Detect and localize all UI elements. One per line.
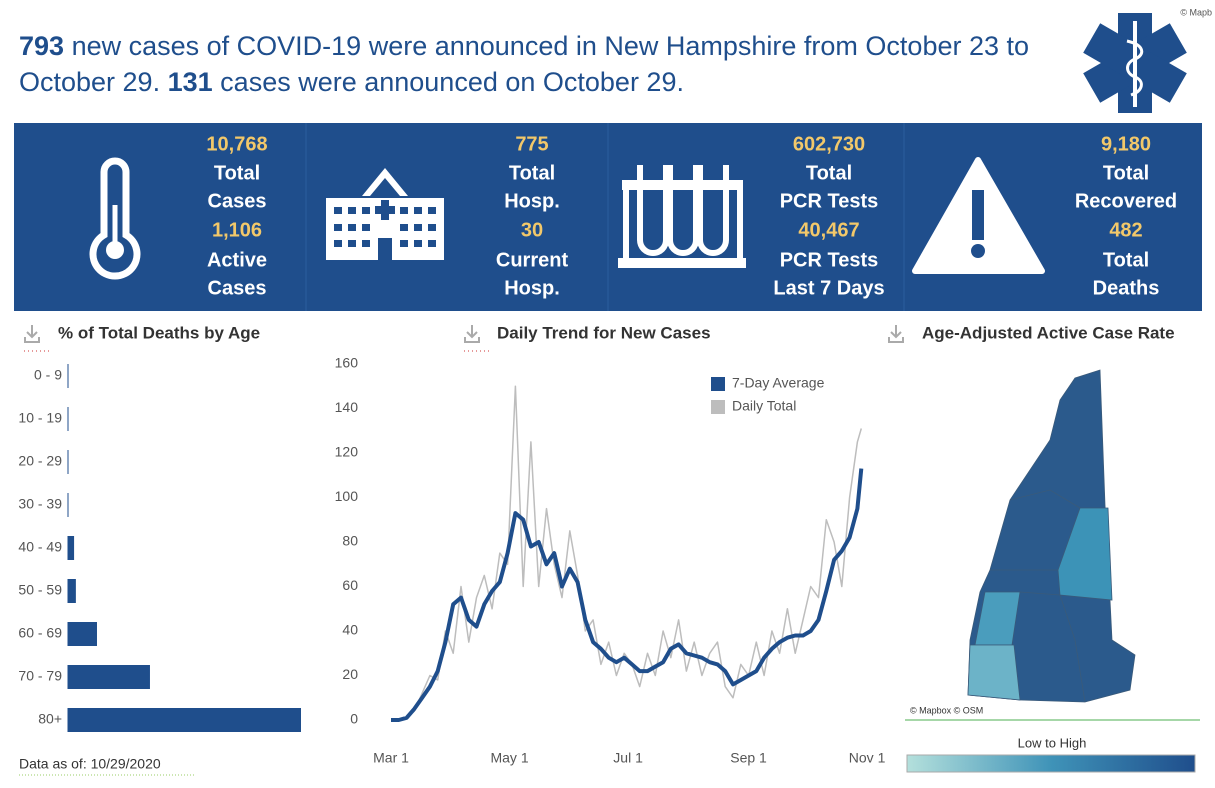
category-label: 40 - 49 [18, 539, 62, 555]
bar [68, 536, 75, 560]
category-label: 20 - 29 [18, 453, 62, 469]
x-tick-label: Jul 1 [613, 750, 643, 766]
star-of-life-icon [1083, 13, 1187, 113]
stat-label: Hosp. [504, 190, 560, 212]
category-label: 60 - 69 [18, 625, 62, 641]
test-tubes-icon [618, 165, 746, 268]
category-label: 80+ [38, 711, 62, 727]
stat-label: Total [509, 162, 555, 184]
stat-label: Cases [208, 190, 267, 212]
legend-label: 7-Day Average [732, 375, 825, 391]
nh-map [967, 369, 1136, 703]
headline: 793 new cases of COVID-19 were announced… [19, 28, 1059, 100]
legend-label: Daily Total [732, 398, 796, 414]
stat-value: 9,180 [1101, 133, 1151, 155]
stat-label: Active [207, 249, 267, 271]
stat-value: 1,106 [212, 219, 262, 241]
stat-label: Total [214, 162, 260, 184]
category-label: 70 - 79 [18, 668, 62, 684]
legend-swatch [711, 377, 725, 391]
x-tick-label: Sep 1 [730, 750, 767, 766]
stat-label: Hosp. [504, 277, 560, 299]
thermometer-icon [89, 157, 141, 280]
y-tick-label: 0 [350, 711, 358, 727]
y-tick-label: 60 [342, 577, 358, 593]
stat-label: Total [806, 162, 852, 184]
stat-label: PCR Tests [780, 190, 879, 212]
x-tick-label: May 1 [490, 750, 528, 766]
data-as-of: Data as of: 10/29/2020 [19, 756, 161, 772]
stat-value: 10,768 [206, 133, 267, 155]
stat-label: PCR Tests [780, 249, 879, 271]
headline-text: new cases of COVID-19 were announced in … [19, 31, 1030, 97]
y-tick-label: 160 [335, 355, 359, 371]
stat-label: Deaths [1093, 277, 1160, 299]
day-cases: 131 [167, 67, 213, 97]
new-cases: 793 [19, 31, 65, 61]
y-tick-label: 140 [335, 399, 359, 415]
series-line [391, 385, 863, 721]
y-tick-label: 100 [335, 488, 359, 504]
stat-label: Total [1103, 249, 1149, 271]
category-label: 50 - 59 [18, 582, 62, 598]
y-tick-label: 120 [335, 444, 359, 460]
bar [68, 579, 76, 603]
y-tick-label: 80 [342, 533, 358, 549]
map-attribution: © Mapbox © OSM [910, 705, 983, 715]
map-legend-gradient [906, 754, 1196, 773]
stat-value: 40,467 [798, 219, 859, 241]
hospital-icon [326, 168, 444, 260]
map-legend-label: Low to High [1018, 735, 1087, 750]
headline-text: cases were announced on October 29. [220, 67, 684, 97]
stat-label: Recovered [1075, 190, 1177, 212]
bar [68, 708, 301, 732]
chart-title: Daily Trend for New Cases [497, 323, 711, 342]
x-tick-label: Nov 1 [849, 750, 886, 766]
category-label: 30 - 39 [18, 496, 62, 512]
stat-value: 775 [515, 133, 548, 155]
stat-label: Cases [208, 277, 267, 299]
series-line [391, 468, 864, 722]
legend-swatch [711, 400, 725, 414]
corner-attribution: © Mapb [1180, 7, 1212, 17]
y-tick-label: 20 [342, 666, 358, 682]
stats: 10,768 Total Cases 1,106 Active Cases 775 Total… [206, 133, 1177, 299]
stat-label: Current [496, 249, 569, 271]
stat-label: Last 7 Days [773, 277, 884, 299]
x-tick-label: Mar 1 [373, 750, 409, 766]
map-title: Age-Adjusted Active Case Rate [922, 323, 1175, 342]
download-icon [24, 325, 904, 343]
chart-title: % of Total Deaths by Age [58, 323, 260, 342]
warning-icon [912, 157, 1045, 274]
stat-value: 30 [521, 219, 543, 241]
bar [68, 622, 97, 646]
category-label: 10 - 19 [18, 410, 62, 426]
category-label: 0 - 9 [34, 367, 62, 383]
y-tick-label: 40 [342, 622, 358, 638]
stat-value: 482 [1109, 219, 1142, 241]
bar [68, 665, 150, 689]
stat-value: 602,730 [793, 133, 865, 155]
stat-label: Total [1103, 162, 1149, 184]
